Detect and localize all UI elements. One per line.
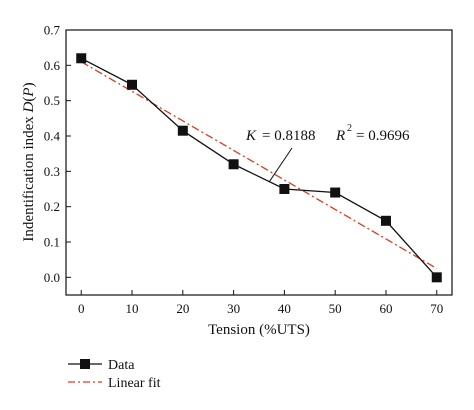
legend-data-marker [80,359,90,369]
x-tick-label: 50 [329,301,342,316]
data-point [228,159,239,170]
k-value: = 0.8188 [262,128,315,144]
y-axis-label-arg: P [21,87,37,97]
k-label: K [245,128,257,144]
y-axis-label-close: ) [21,82,37,87]
y-tick-label: 0.3 [44,164,60,179]
legend-fit-label: Linear fit [108,376,161,391]
y-tick-label: 0.5 [44,93,60,108]
y-axis-label-open: ( [21,97,37,102]
y-tick-label: 0.6 [44,58,61,73]
series-layer [76,53,442,283]
r2-value: = 0.9696 [356,128,410,144]
fit-line [80,61,438,270]
x-tick-label: 40 [278,301,291,316]
ticks: 0 10 20 30 40 50 60 70 0.0 0.1 0.2 0.3 0.4 0.5 0.6 0.7 [44,23,444,317]
x-tick-label: 10 [126,301,139,316]
y-tick-label: 0.2 [44,199,60,214]
r2-exponent: 2 [347,123,352,134]
data-line [80,57,438,278]
data-point [431,272,442,283]
x-tick-label: 30 [227,301,240,316]
data-point [380,215,391,226]
x-tick-label: 70 [430,301,443,316]
y-tick-label: 0.0 [44,270,60,285]
y-axis-label-var: D [21,101,37,113]
plot-frame [65,29,453,296]
x-tick-label: 60 [379,301,392,316]
x-tick-label: 0 [78,301,85,316]
x-axis-label: Tension (%UTS) [208,322,310,338]
y-tick-label: 0.7 [44,23,61,38]
data-point [330,187,341,198]
y-axis-label: Indentification index D(P) [21,82,37,241]
y-tick-label: 0.4 [44,129,61,144]
y-tick-label: 0.1 [44,235,60,250]
data-point [76,53,87,64]
y-axis-label-prefix: Indentification index [21,112,37,241]
r2-label: R [335,128,345,144]
fit-annotation: K = 0.8188 R 2 = 0.9696 [245,123,410,183]
annotation-pointer [268,147,293,183]
data-point [177,125,188,136]
data-point [127,79,138,90]
legend-data-label: Data [108,358,135,373]
data-point [279,184,290,194]
legend: Data Linear fit [68,358,161,391]
x-tick-label: 20 [176,301,189,316]
